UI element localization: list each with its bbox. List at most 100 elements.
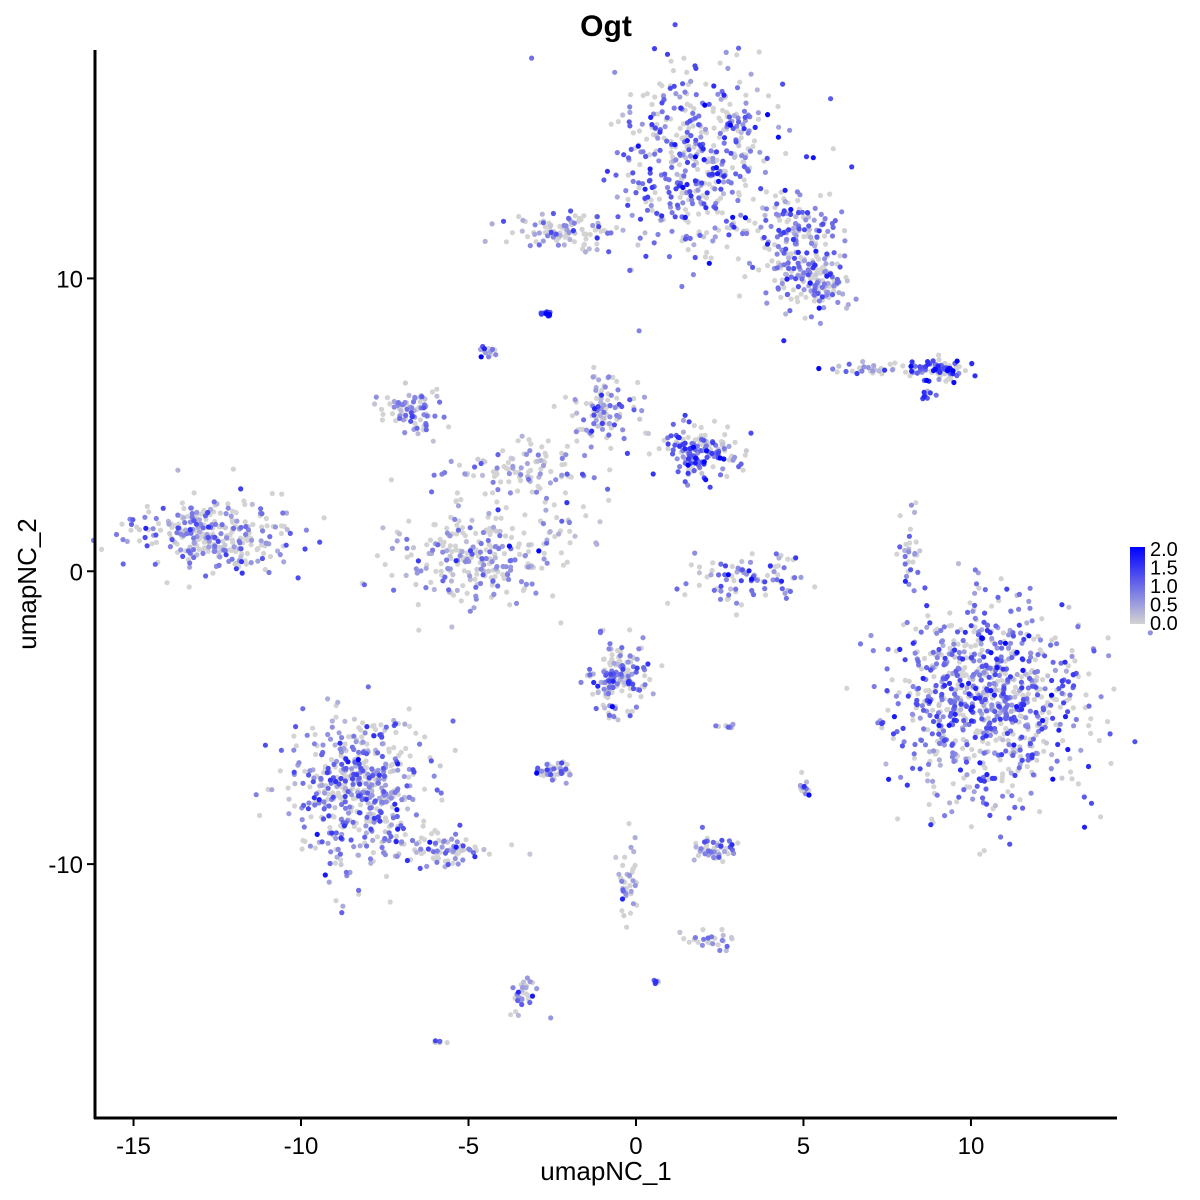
cell-point — [404, 406, 410, 412]
cell-point — [988, 688, 994, 694]
cell-point — [494, 499, 500, 505]
cell-point — [576, 215, 583, 221]
cell-point — [394, 538, 400, 544]
cell-point — [757, 149, 763, 155]
cell-point — [413, 849, 420, 855]
cell-point — [322, 872, 328, 878]
cell-point — [1111, 686, 1117, 692]
cell-point — [400, 417, 407, 423]
cell-point — [310, 779, 316, 785]
cell-point — [1060, 738, 1066, 744]
cell-point — [186, 584, 192, 590]
cell-point — [890, 735, 896, 742]
cell-point — [822, 241, 829, 247]
cell-point — [529, 55, 535, 61]
cell-point — [967, 600, 973, 606]
cell-point — [472, 576, 478, 582]
cell-point — [764, 241, 771, 247]
cell-point — [691, 423, 698, 429]
cell-point — [966, 691, 972, 697]
cell-point — [431, 586, 437, 593]
cell-point — [594, 235, 600, 241]
cell-point — [409, 837, 416, 844]
cell-point — [142, 534, 148, 541]
cell-point — [430, 855, 436, 861]
cell-point — [738, 578, 744, 584]
cell-point — [324, 770, 330, 776]
cell-point — [680, 454, 686, 460]
cell-point — [764, 300, 770, 306]
cell-point — [266, 569, 272, 576]
cell-point — [599, 426, 606, 432]
cell-point — [723, 49, 729, 56]
cell-point — [803, 154, 810, 160]
cell-point — [996, 703, 1002, 709]
cell-point — [710, 464, 716, 470]
cell-point — [607, 641, 613, 647]
cell-point — [968, 644, 974, 650]
cell-point — [955, 682, 961, 688]
cell-point — [926, 801, 932, 808]
cell-point — [1041, 748, 1047, 754]
cell-point — [720, 466, 726, 472]
cell-point — [643, 153, 649, 160]
cell-point — [1086, 703, 1092, 709]
cell-point — [360, 720, 366, 726]
cell-point — [119, 521, 125, 527]
cell-point — [404, 554, 410, 560]
cell-point — [326, 803, 332, 809]
cell-point — [501, 551, 507, 557]
cell-point — [949, 809, 955, 815]
cell-point — [200, 550, 206, 557]
cell-point — [723, 218, 730, 224]
cell-point — [962, 643, 968, 649]
cell-point — [559, 455, 565, 461]
cell-point — [605, 691, 612, 697]
cell-point — [1009, 793, 1015, 799]
cell-point — [805, 272, 811, 278]
cell-point — [772, 277, 778, 284]
cell-point — [715, 942, 721, 948]
cell-point — [922, 585, 928, 591]
cell-point — [356, 891, 362, 897]
cell-point — [801, 287, 807, 293]
cell-point — [725, 65, 731, 71]
cell-point — [542, 450, 548, 456]
cell-point — [279, 491, 285, 497]
cell-point — [509, 525, 515, 532]
cell-point — [619, 908, 625, 914]
cell-point — [649, 122, 655, 128]
cell-point — [626, 119, 632, 125]
cell-point — [652, 94, 658, 100]
cell-point — [257, 812, 263, 819]
cell-point — [260, 528, 266, 534]
cell-point — [606, 249, 612, 255]
cell-point — [205, 509, 211, 516]
cell-point — [605, 695, 611, 701]
cell-point — [641, 394, 648, 400]
cell-point — [1078, 747, 1084, 753]
cell-point — [350, 819, 356, 825]
cell-point — [475, 456, 481, 462]
cell-point — [393, 418, 399, 424]
cell-point — [842, 253, 848, 259]
cell-point — [901, 739, 907, 745]
cell-point — [705, 848, 712, 854]
cell-point — [915, 658, 921, 665]
cell-point — [519, 228, 525, 234]
cell-point — [1037, 637, 1044, 643]
cell-point — [702, 851, 708, 857]
cell-point — [487, 531, 493, 538]
cell-point — [1038, 694, 1044, 700]
cell-point — [946, 722, 952, 728]
cell-point — [763, 290, 769, 296]
cell-point — [812, 205, 818, 211]
cell-point — [1019, 656, 1025, 662]
cell-point — [981, 750, 987, 756]
cell-point — [302, 768, 308, 774]
cell-point — [637, 162, 643, 168]
cell-point — [363, 830, 369, 836]
cell-point — [472, 844, 478, 850]
cell-point — [728, 180, 734, 186]
cell-point — [1028, 650, 1034, 656]
